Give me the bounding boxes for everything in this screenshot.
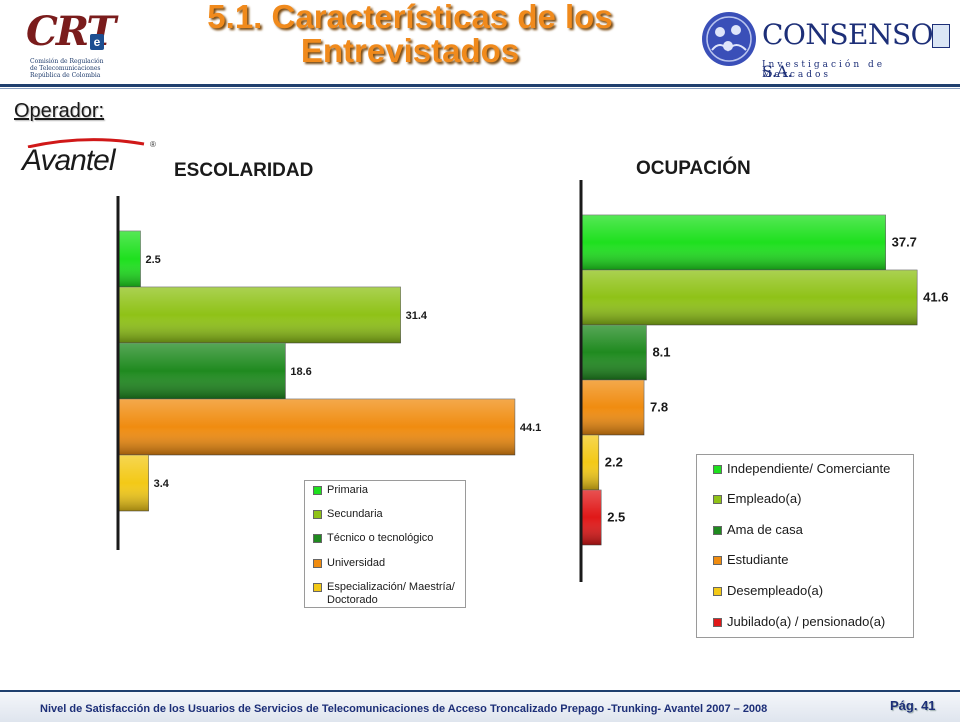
avantel-logo-text: Avantel bbox=[22, 144, 116, 177]
header-divider bbox=[0, 88, 960, 89]
consenso-brand-suffix: S.A. bbox=[762, 62, 793, 81]
crt-logo-line: de Telecomunicaciones bbox=[30, 65, 101, 72]
legend-label: Independiente/ Comerciante bbox=[727, 461, 891, 476]
consenso-logo: CONSENSO S.A. Investigación de Mercados bbox=[700, 8, 950, 81]
page-title-line2: Entrevistados bbox=[300, 32, 520, 69]
consenso-globe-icon bbox=[702, 12, 756, 66]
legend-swatch bbox=[313, 559, 322, 568]
escolaridad-data-label: 3.4 bbox=[154, 478, 170, 490]
legend-escolaridad: Primaria Secundaria Técnico o tecnológico U… bbox=[304, 480, 466, 608]
avantel-reg-mark: ® bbox=[150, 140, 156, 149]
crt-logo-line: Comisión de Regulación bbox=[30, 58, 104, 65]
legend-label: Especialización/ Maestría/ bbox=[327, 581, 455, 593]
consenso-brand-name: CONSENSO bbox=[762, 18, 934, 51]
legend-label: Universidad bbox=[327, 557, 386, 569]
escolaridad-bar-shade bbox=[118, 455, 149, 511]
crt-e-icon: e bbox=[90, 34, 104, 50]
ocupacion-bar-shade bbox=[581, 490, 602, 545]
avantel-logo: Avantel ® bbox=[22, 138, 158, 177]
escolaridad-data-label: 2.5 bbox=[146, 254, 161, 266]
footer-text: Nivel de Satisfacción de los Usuarios de… bbox=[40, 703, 768, 715]
ocupacion-bar-shade bbox=[581, 270, 918, 325]
legend-label: Desempleado(a) bbox=[727, 583, 824, 598]
ocupacion-chart: 37.7 41.6 8.1 7.8 2.2 2.5 bbox=[579, 180, 948, 582]
ocupacion-data-label: 2.5 bbox=[607, 510, 625, 525]
escolaridad-data-label: 44.1 bbox=[520, 422, 541, 434]
legend-swatch bbox=[713, 587, 722, 596]
legend-swatch bbox=[313, 583, 322, 592]
ocupacion-bar-shade bbox=[581, 380, 645, 435]
page-title: 5.1. Características de los Entrevistado… bbox=[130, 0, 690, 68]
escolaridad-bar-shade bbox=[118, 343, 286, 399]
legend-swatch bbox=[713, 618, 722, 627]
footer-bar bbox=[0, 690, 960, 722]
legend-label: Secundaria bbox=[327, 508, 383, 520]
legend-ocupacion: Independiente/ Comerciante Empleado(a) Ama… bbox=[696, 454, 914, 638]
crt-logo-line: República de Colombia bbox=[30, 72, 101, 79]
escolaridad-chart: 2.5 31.4 18.6 44.1 3.4 bbox=[116, 196, 541, 550]
consenso-brand: CONSENSO S.A. bbox=[762, 18, 950, 84]
ocupacion-data-label: 41.6 bbox=[923, 290, 948, 305]
legend-label: Empleado(a) bbox=[727, 491, 802, 506]
ocupacion-bar-shade bbox=[581, 215, 886, 270]
legend-label: Técnico o tecnológico bbox=[327, 532, 434, 544]
chart-title-escolaridad: ESCOLARIDAD bbox=[174, 160, 314, 181]
operator-label: Operador: bbox=[14, 100, 105, 122]
legend-swatch bbox=[713, 526, 722, 535]
ocupacion-data-label: 7.8 bbox=[650, 400, 668, 415]
legend-swatch bbox=[313, 510, 322, 519]
legend-label: Jubilado(a) / pensionado(a) bbox=[727, 614, 886, 629]
escolaridad-bar-shade bbox=[118, 287, 401, 343]
escolaridad-bar-shade bbox=[118, 399, 515, 455]
legend-label: Doctorado bbox=[327, 594, 378, 606]
legend-swatch bbox=[713, 495, 722, 504]
legend-label: Estudiante bbox=[727, 552, 789, 567]
page-number: Pág. 41 bbox=[890, 698, 936, 713]
escolaridad-bar-shade bbox=[118, 231, 141, 287]
header-divider bbox=[0, 84, 960, 87]
legend-swatch bbox=[713, 465, 722, 474]
consenso-tagline: Investigación de Mercados bbox=[762, 60, 886, 80]
legend-label: Primaria bbox=[327, 484, 368, 496]
page-title-line1: 5.1. Características de los bbox=[207, 0, 613, 35]
escolaridad-data-label: 18.6 bbox=[290, 366, 311, 378]
legend-label: Ama de casa bbox=[727, 522, 803, 537]
legend-swatch bbox=[313, 486, 322, 495]
ocupacion-bar-shade bbox=[581, 325, 647, 380]
legend-swatch bbox=[713, 556, 722, 565]
avantel-arc-icon bbox=[27, 138, 145, 148]
escolaridad-data-label: 31.4 bbox=[406, 310, 428, 322]
crt-logo: CRT e Comisión de Regulación de Telecomu… bbox=[18, 6, 118, 82]
ocupacion-bar-shade bbox=[581, 435, 599, 490]
ocupacion-data-label: 2.2 bbox=[605, 455, 623, 470]
chart-title-ocupacion: OCUPACIÓN bbox=[636, 158, 751, 179]
legend-swatch bbox=[313, 534, 322, 543]
ocupacion-data-label: 37.7 bbox=[892, 235, 917, 250]
document-icon bbox=[932, 24, 950, 48]
ocupacion-data-label: 8.1 bbox=[652, 345, 670, 360]
